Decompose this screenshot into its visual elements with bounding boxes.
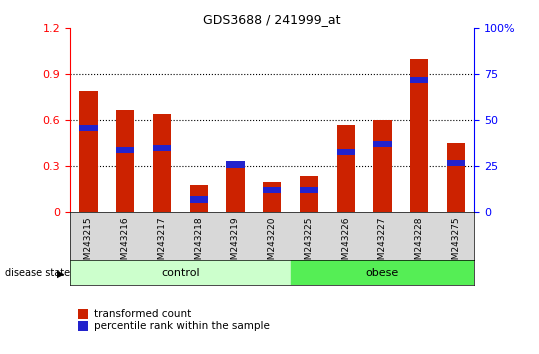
Bar — [190, 196, 208, 202]
Text: GSM243227: GSM243227 — [378, 216, 387, 271]
Bar — [336, 125, 355, 212]
Text: obese: obese — [366, 268, 399, 278]
Bar — [116, 147, 134, 153]
Text: disease state: disease state — [5, 268, 71, 278]
Bar — [116, 110, 134, 212]
Text: percentile rank within the sample: percentile rank within the sample — [94, 321, 270, 331]
Text: ▶: ▶ — [57, 268, 64, 278]
Bar — [300, 176, 318, 212]
Bar — [79, 125, 98, 131]
Title: GDS3688 / 241999_at: GDS3688 / 241999_at — [203, 13, 341, 26]
Bar — [291, 260, 474, 285]
Text: GSM243228: GSM243228 — [414, 216, 424, 271]
Bar — [153, 145, 171, 151]
Bar — [447, 143, 465, 212]
Text: GSM243225: GSM243225 — [305, 216, 314, 271]
Bar — [79, 91, 98, 212]
Text: GSM243217: GSM243217 — [157, 216, 167, 271]
Bar — [263, 182, 281, 212]
Bar — [410, 77, 429, 83]
Bar — [410, 59, 429, 212]
Text: GSM243216: GSM243216 — [121, 216, 130, 271]
Bar — [373, 141, 392, 147]
Text: GSM243275: GSM243275 — [452, 216, 460, 271]
Bar — [190, 185, 208, 212]
Bar — [336, 149, 355, 155]
Text: GSM243215: GSM243215 — [84, 216, 93, 271]
Bar — [373, 120, 392, 212]
Text: transformed count: transformed count — [94, 309, 191, 319]
Text: GSM243226: GSM243226 — [341, 216, 350, 271]
Text: control: control — [161, 268, 199, 278]
Bar — [153, 114, 171, 212]
Bar — [226, 161, 245, 167]
Bar — [263, 187, 281, 193]
Text: GSM243219: GSM243219 — [231, 216, 240, 271]
Bar — [300, 187, 318, 193]
Bar — [447, 160, 465, 166]
Bar — [70, 260, 291, 285]
Bar — [226, 162, 245, 212]
Text: GSM243220: GSM243220 — [268, 216, 277, 271]
Text: GSM243218: GSM243218 — [194, 216, 203, 271]
